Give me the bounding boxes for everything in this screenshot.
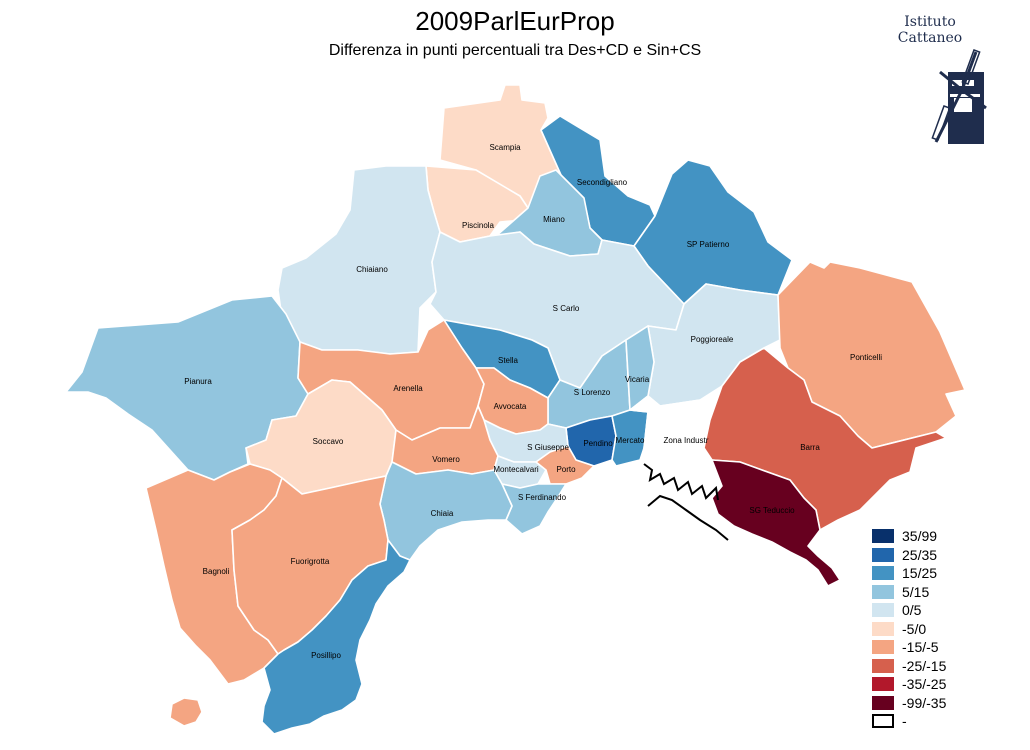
zone-s-ferdinando[interactable] — [501, 483, 567, 535]
legend-label: 15/25 — [902, 565, 938, 582]
legend-swatch — [872, 714, 894, 729]
logo-line-2: Cattaneo — [897, 30, 963, 46]
zone-label: S Lorenzo — [574, 388, 611, 397]
legend-item: 0/5 — [872, 601, 946, 620]
legend-item: -99/-35 — [872, 694, 946, 713]
zone-label: Avvocata — [494, 402, 527, 411]
zone-label: Montecalvari — [493, 465, 539, 474]
zone-label: Soccavo — [313, 437, 344, 446]
map-legend: 35/99 25/35 15/25 5/15 0/5 -5/0 -15/-5 -25/-15 -… — [872, 527, 946, 731]
legend-item: -25/-15 — [872, 657, 946, 676]
zone-label: S Ferdinando — [518, 493, 567, 502]
zone-label: Fuorigrotta — [291, 557, 330, 566]
legend-swatch — [872, 658, 894, 673]
zone-label: Vomero — [432, 455, 460, 464]
zone-pianura[interactable] — [65, 295, 309, 481]
zone-label: Porto — [556, 465, 576, 474]
logo-line-1: Istituto — [904, 14, 956, 30]
legend-label: 35/99 — [902, 528, 938, 545]
zone-label: Bagnoli — [203, 567, 230, 576]
legend-label: 0/5 — [902, 602, 922, 619]
zone-label: S Giuseppe — [527, 443, 569, 452]
zone-label: SG Teduccio — [749, 506, 795, 515]
zone-label: Miano — [543, 215, 565, 224]
zone-label: Vicaria — [625, 375, 650, 384]
zone-label: Arenella — [393, 384, 423, 393]
zone-label: SP Patierno — [687, 240, 730, 249]
legend-item: 5/15 — [872, 583, 946, 602]
legend-swatch — [872, 529, 894, 544]
zone-porto[interactable] — [535, 445, 595, 485]
legend-swatch — [872, 603, 894, 618]
istituto-cattaneo-logo: Istituto Cattaneo — [880, 14, 990, 149]
legend-item: - — [872, 712, 946, 731]
legend-label: -25/-15 — [902, 657, 947, 674]
zone-label: S Carlo — [553, 304, 580, 313]
zone-label: Poggioreale — [691, 335, 734, 344]
legend-label: -35/-25 — [902, 676, 947, 693]
legend-swatch — [872, 547, 894, 562]
legend-swatch — [872, 566, 894, 581]
legend-item: 25/35 — [872, 546, 946, 565]
zone-chiaiano[interactable] — [277, 165, 441, 355]
zone-label: Scampia — [489, 143, 521, 152]
legend-item: -35/-25 — [872, 675, 946, 694]
legend-label: 25/35 — [902, 546, 938, 563]
legend-swatch — [872, 677, 894, 692]
zone-label: Ponticelli — [850, 353, 882, 362]
zone-label: Pendino — [583, 439, 613, 448]
zone-label: Pianura — [184, 377, 212, 386]
zone-label: Piscinola — [462, 221, 495, 230]
port-piers — [643, 463, 729, 541]
zone-label: Stella — [498, 356, 519, 365]
map-subtitle: Differenza in punti percentuali tra Des+… — [328, 42, 702, 59]
legend-swatch — [872, 640, 894, 655]
legend-item: -5/0 — [872, 620, 946, 639]
legend-label: -99/-35 — [902, 694, 947, 711]
zone-label: Secondigliano — [577, 178, 628, 187]
legend-label: -15/-5 — [902, 639, 939, 656]
legend-item: -15/-5 — [872, 638, 946, 657]
zone-label: Posillipo — [311, 651, 341, 660]
zone-label: Mercato — [616, 436, 645, 445]
legend-item: 35/99 — [872, 527, 946, 546]
zone-vicaria[interactable] — [625, 325, 655, 411]
legend-item: 15/25 — [872, 564, 946, 583]
legend-label: 5/15 — [902, 583, 930, 600]
legend-swatch — [872, 584, 894, 599]
zone-posillipo[interactable] — [261, 539, 411, 735]
legend-swatch — [872, 621, 894, 636]
zone-label: Chiaiano — [356, 265, 388, 274]
zone-label: Barra — [800, 443, 820, 452]
zone-label: Chiaia — [431, 509, 454, 518]
zone-sg-teduccio[interactable] — [711, 459, 841, 587]
map-title: 2009ParlEurProp — [415, 6, 615, 36]
zone-label: Zona Industr — [664, 436, 709, 445]
windmill-icon — [931, 49, 987, 144]
legend-swatch — [872, 695, 894, 710]
zone-bagnoli-islet[interactable] — [169, 697, 203, 727]
legend-label: - — [902, 713, 907, 730]
legend-label: -5/0 — [902, 620, 927, 637]
